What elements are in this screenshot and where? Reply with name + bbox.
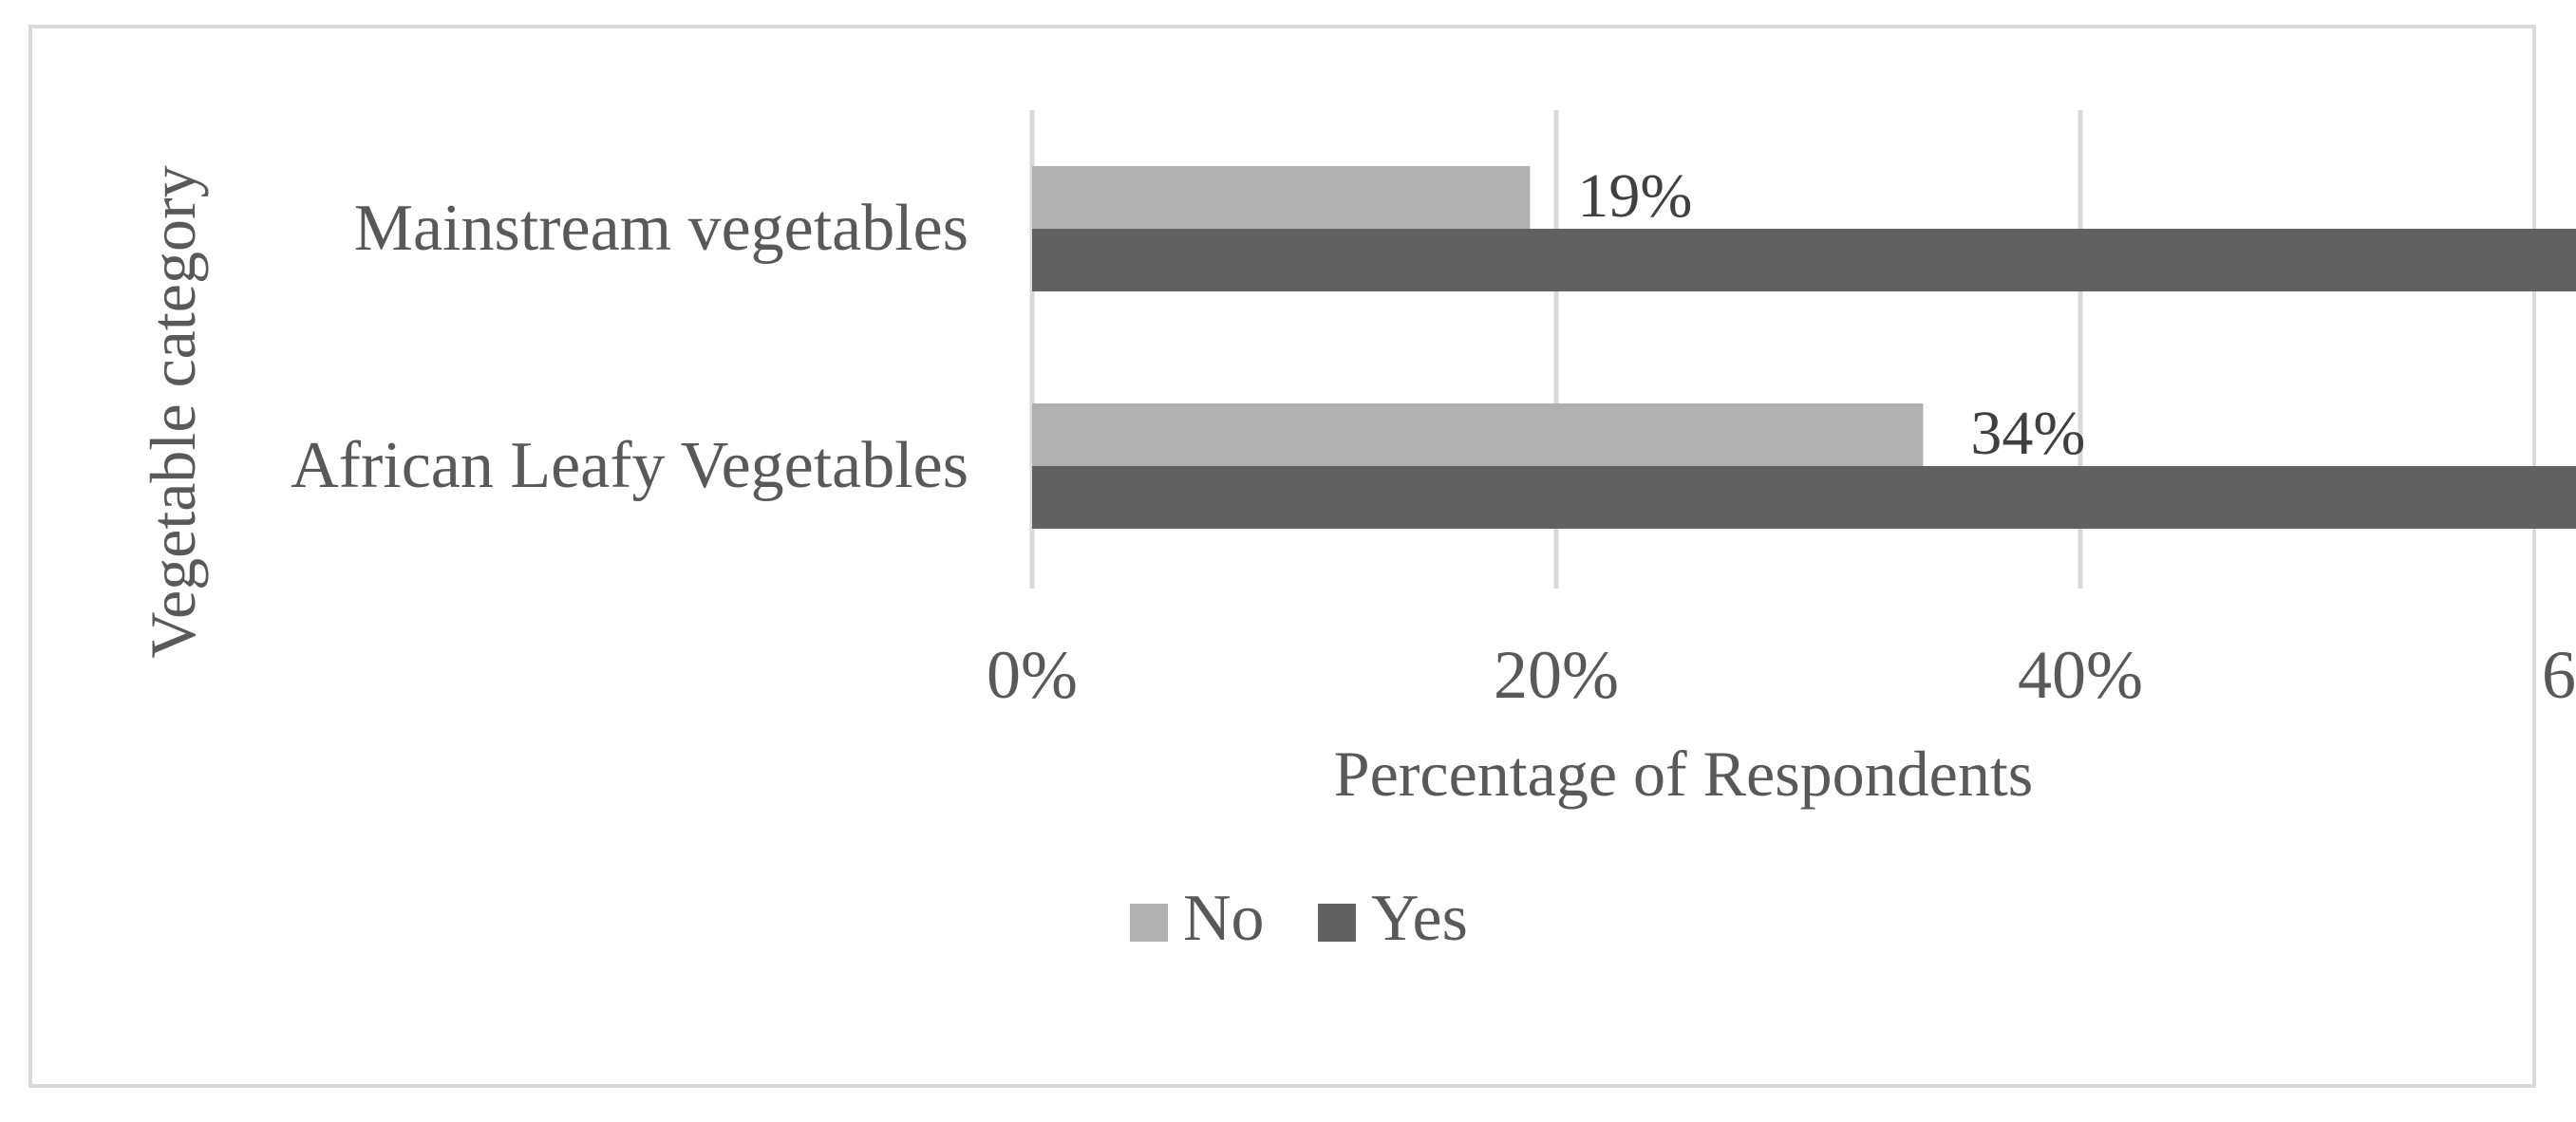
data-label-no-1: 19%: [1577, 161, 1692, 231]
x-tick-label: 40%: [2018, 637, 2143, 713]
data-label-no-2: 34%: [1970, 399, 2085, 468]
category-label: African Leafy Vegetables: [291, 429, 968, 502]
bar-no-1: [1032, 166, 1531, 229]
data-labels: 19%81%34%66%: [1577, 161, 2085, 468]
bar-yes-2: [1032, 466, 2576, 529]
x-tick-label: 60%: [2542, 637, 2576, 713]
x-tick-labels: 0%20%40%60%80%100%: [987, 637, 2576, 713]
category-labels: Mainstream vegetables African Leafy Veget…: [291, 192, 968, 502]
bar-no-2: [1032, 403, 1924, 466]
y-axis-title: Vegetable category: [137, 165, 209, 658]
x-tick-label: 20%: [1494, 637, 1619, 713]
legend-swatch-yes: [1318, 904, 1356, 942]
x-tick-label: 0%: [987, 637, 1078, 713]
legend-label-yes: Yes: [1371, 882, 1468, 955]
x-axis-title: Percentage of Respondents: [1334, 738, 2033, 810]
legend-label-no: No: [1183, 882, 1265, 955]
legend-swatch-no: [1130, 904, 1168, 942]
category-label: Mainstream vegetables: [354, 192, 968, 265]
bars: [1032, 166, 2576, 529]
bar-yes-1: [1032, 229, 2576, 291]
legend: No Yes: [1130, 882, 1468, 955]
